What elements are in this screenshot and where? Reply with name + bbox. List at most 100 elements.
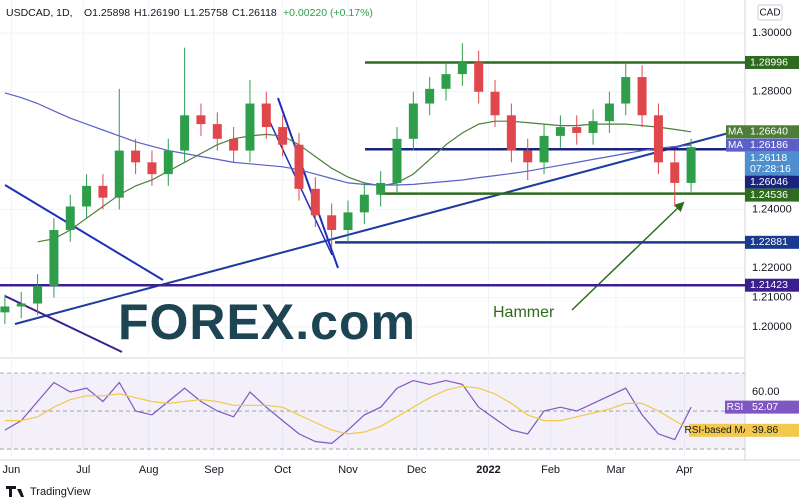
ohlc-change: +0.00220 (+0.17%)	[283, 7, 373, 19]
y-tick-label: 1.30000	[752, 27, 792, 39]
candle-body	[196, 115, 206, 125]
rsi-value-box	[745, 423, 799, 437]
ohlc-high: H1.26190	[134, 7, 180, 19]
x-tick-label: Oct	[274, 464, 291, 476]
price-label: 1.24536	[750, 189, 788, 201]
rsi-value: 39.86	[752, 424, 778, 436]
candle-body	[621, 77, 631, 104]
rsi-line	[4, 379, 692, 445]
ma-tag-box	[726, 138, 745, 152]
candle-body	[82, 185, 92, 207]
candle-body	[457, 62, 467, 75]
rsi-tick-label: 60.00	[752, 386, 780, 398]
price-label: 1.21423	[750, 279, 788, 291]
trend-line	[277, 97, 339, 269]
candle-body	[637, 77, 647, 116]
rsi-name-box	[689, 423, 745, 437]
x-tick-label: Mar	[606, 464, 625, 476]
annotation-arrow	[571, 201, 685, 311]
candle-body	[376, 182, 386, 195]
x-tick-label: Dec	[407, 464, 427, 476]
ohlc-low: L1.25758	[184, 7, 228, 19]
candle-body	[245, 103, 255, 151]
candle-body	[114, 150, 124, 198]
footer: TradingView	[30, 486, 91, 498]
candle-body	[33, 285, 43, 304]
candle-body	[229, 138, 239, 151]
candle-body	[49, 230, 59, 286]
candle-body	[490, 91, 500, 116]
currency[interactable]: CAD	[759, 8, 780, 19]
currency-box[interactable]	[757, 4, 783, 21]
candle-body	[16, 303, 26, 307]
candle-body	[212, 124, 222, 139]
candle-body	[343, 212, 353, 230]
y-tick-label: 1.24000	[752, 203, 792, 215]
x-tick-label: Sep	[204, 464, 224, 476]
x-tick-label: Jul	[76, 464, 90, 476]
symbol: USDCAD, 1D,	[6, 7, 73, 19]
y-tick-label: 1.21000	[752, 292, 792, 304]
annotation: Hammer	[493, 304, 555, 321]
x-tick-label: 2022	[476, 464, 500, 476]
candle-body	[670, 162, 680, 183]
candle-body	[474, 62, 484, 92]
rsi-value: 52.07	[752, 401, 778, 413]
candle-body	[278, 127, 288, 145]
moving-average	[37, 120, 692, 243]
candle-body	[539, 135, 549, 163]
ohlc-close: C1.26118	[232, 7, 277, 19]
candle-body	[523, 150, 533, 163]
price-label-box	[745, 55, 799, 69]
trend-line	[14, 129, 741, 325]
price-label-box	[745, 151, 799, 176]
rsi-name-box	[725, 400, 745, 414]
price-label-box	[745, 278, 799, 292]
candle-body	[392, 138, 402, 183]
price-label-box	[745, 125, 799, 139]
candle-body	[98, 185, 108, 198]
trend-line	[4, 184, 164, 281]
candle-body	[506, 115, 516, 151]
candle-body	[604, 103, 614, 122]
rsi-name: RSI	[727, 402, 744, 413]
candle-body	[425, 88, 435, 104]
price-label-box	[745, 188, 799, 202]
x-tick-label: Apr	[676, 464, 693, 476]
candle-body	[408, 103, 418, 139]
x-tick-label: Feb	[541, 464, 560, 476]
candle-body	[359, 194, 369, 213]
price-label: 1.22881	[750, 236, 788, 248]
price-label: 1.26186	[750, 139, 788, 151]
candle-body	[572, 127, 582, 133]
candle-body	[131, 150, 141, 163]
candle-body	[310, 188, 320, 216]
ohlc-open: O1.25898	[84, 7, 130, 19]
candle-body	[327, 215, 337, 230]
drawings	[4, 97, 741, 353]
x-tick-label: Jun	[3, 464, 21, 476]
watermark: FOREX.com	[118, 294, 416, 350]
y-tick-label: 1.22000	[752, 262, 792, 274]
ma-tag: MA	[728, 140, 743, 151]
y-tick-label: 1.28000	[752, 86, 792, 98]
candle-body	[555, 127, 565, 136]
price-label-box	[745, 175, 799, 189]
x-tick-label: Aug	[139, 464, 159, 476]
price-label: 07:28:16	[750, 163, 791, 175]
candle-body	[180, 115, 190, 151]
ma-tag-box	[726, 125, 745, 139]
candle-body	[441, 74, 451, 89]
candle-body	[653, 115, 663, 163]
price-label: 1.26046	[750, 176, 788, 188]
price-label: 1.26118	[750, 152, 787, 164]
rsi-value-box	[745, 400, 799, 414]
tradingview-logo	[6, 486, 24, 497]
candle-body	[65, 206, 75, 230]
rsi-name: RSI-based MA	[684, 425, 749, 436]
x-tick-label: Nov	[338, 464, 358, 476]
price-label-box	[745, 138, 799, 152]
